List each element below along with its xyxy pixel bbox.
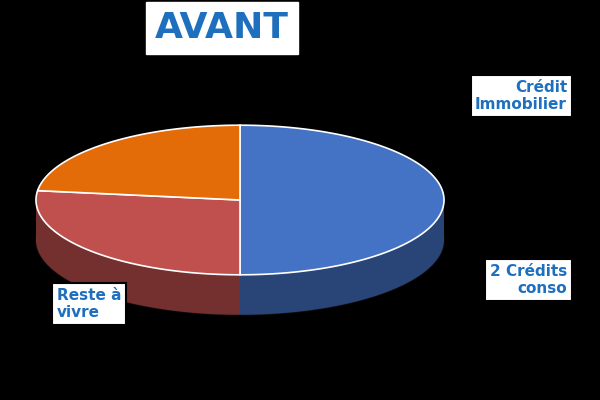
Polygon shape xyxy=(36,191,240,275)
Polygon shape xyxy=(240,200,444,315)
Ellipse shape xyxy=(36,165,444,315)
Polygon shape xyxy=(240,125,444,275)
Text: AVANT: AVANT xyxy=(155,11,289,45)
Text: Reste à
vivre: Reste à vivre xyxy=(57,288,121,320)
Polygon shape xyxy=(36,200,240,315)
Text: 2 Crédits
conso: 2 Crédits conso xyxy=(490,264,567,296)
Polygon shape xyxy=(38,125,240,200)
Text: Crédit
Immobilier: Crédit Immobilier xyxy=(475,80,567,112)
